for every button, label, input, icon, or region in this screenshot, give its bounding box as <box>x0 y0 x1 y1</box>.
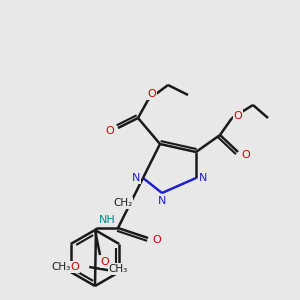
Text: O: O <box>242 150 250 160</box>
Text: N: N <box>132 173 140 183</box>
Text: CH₃: CH₃ <box>52 262 71 272</box>
Text: O: O <box>106 126 114 136</box>
Text: O: O <box>153 235 161 245</box>
Text: O: O <box>100 257 109 267</box>
Text: N: N <box>158 196 166 206</box>
Text: N: N <box>199 173 207 183</box>
Text: CH₃: CH₃ <box>108 264 128 274</box>
Text: O: O <box>148 89 156 99</box>
Text: O: O <box>71 262 80 272</box>
Text: NH: NH <box>99 215 116 225</box>
Text: CH₂: CH₂ <box>113 198 132 208</box>
Text: O: O <box>234 111 242 121</box>
